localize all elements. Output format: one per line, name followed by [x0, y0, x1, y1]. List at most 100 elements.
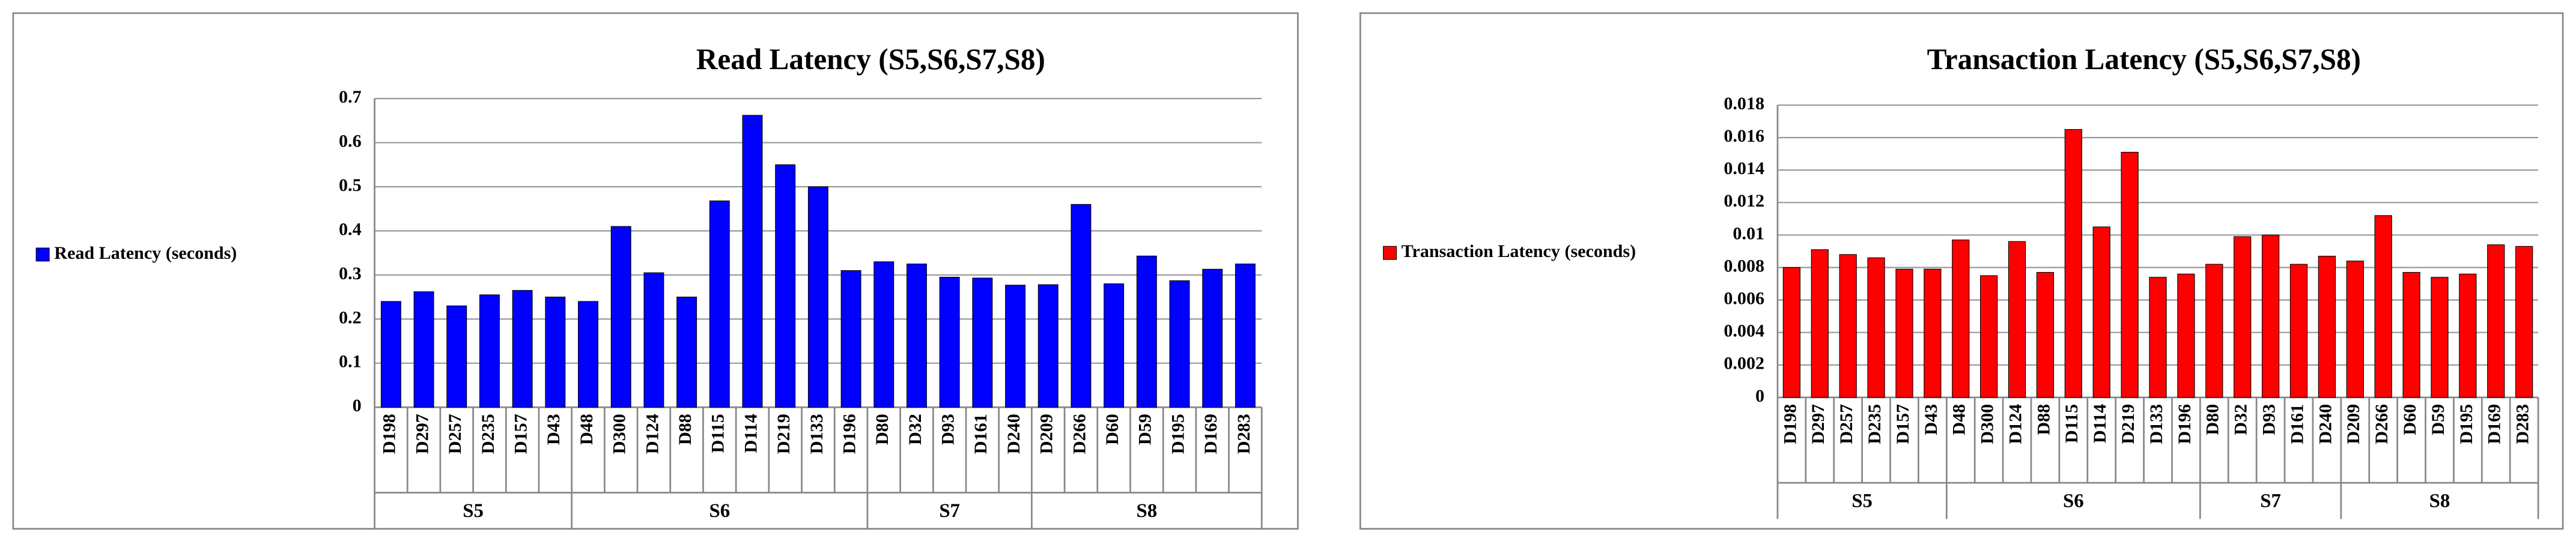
x-tick-label: D32 — [2231, 404, 2251, 435]
bar — [1839, 254, 1857, 398]
bar — [2036, 272, 2055, 398]
x-tick-label: D43 — [543, 414, 564, 445]
bar — [2121, 151, 2139, 398]
bar — [2261, 234, 2280, 398]
x-tick-label: D59 — [1135, 414, 1155, 445]
bar — [610, 226, 631, 408]
y-tick-label: 0.7 — [339, 86, 362, 107]
bar — [1071, 204, 1092, 408]
bar — [709, 200, 730, 408]
bar — [1895, 268, 1913, 398]
y-tick-label: 0.018 — [1724, 93, 1764, 113]
x-tick-label: D161 — [2286, 404, 2307, 444]
y-tick-label: 0.012 — [1724, 190, 1764, 211]
bar — [1867, 257, 1885, 398]
group-label: S6 — [2063, 490, 2084, 512]
x-tick-label: D235 — [1864, 404, 1885, 444]
bar — [1104, 283, 1125, 408]
bar — [2346, 261, 2364, 398]
y-tick-label: 0.006 — [1724, 288, 1764, 309]
bar — [2149, 277, 2167, 398]
y-tick-label: 0.3 — [339, 263, 362, 283]
x-tick-label: D198 — [1779, 404, 1800, 444]
bar — [972, 277, 993, 408]
group-label: S6 — [709, 500, 730, 522]
y-tick-label: 0.004 — [1724, 321, 1764, 341]
y-tick-label: 0.2 — [339, 307, 362, 327]
x-tick-label: D209 — [2343, 404, 2363, 444]
x-tick-label: D60 — [1102, 414, 1122, 445]
bar — [2374, 215, 2392, 398]
legend-label: Read Latency (seconds) — [54, 243, 237, 263]
bar — [2289, 264, 2308, 398]
bar — [643, 272, 664, 408]
bar — [2177, 273, 2195, 398]
bar — [2234, 236, 2252, 398]
y-tick-label: 0 — [1755, 385, 1764, 406]
x-tick-label: D257 — [1836, 404, 1856, 444]
x-tick-label: D266 — [2371, 404, 2392, 444]
group-label: S5 — [463, 500, 484, 522]
bar — [2205, 264, 2223, 398]
y-tick-label: 0.01 — [1733, 223, 1764, 243]
x-tick-label: D161 — [970, 414, 991, 454]
bar — [512, 290, 533, 408]
bar — [1811, 249, 1829, 398]
bar — [1037, 284, 1059, 408]
bar — [1202, 268, 1223, 408]
y-tick-label: 0.002 — [1724, 353, 1764, 373]
x-tick-label: D133 — [2146, 404, 2166, 444]
bar — [2431, 277, 2449, 398]
x-tick-label: D235 — [478, 414, 498, 454]
chart-title: Transaction Latency (S5,S6,S7,S8) — [1927, 43, 2361, 76]
x-tick-label: D195 — [1167, 414, 1188, 454]
x-tick-label: D48 — [576, 414, 597, 445]
x-tick-label: D32 — [905, 414, 925, 445]
y-tick-label: 0.008 — [1724, 255, 1764, 276]
bar — [1782, 267, 1801, 398]
x-tick-label: D257 — [445, 414, 465, 454]
x-tick-label: D300 — [1977, 404, 1997, 444]
x-tick-label: D169 — [1200, 414, 1221, 454]
bar — [807, 186, 828, 408]
legend-swatch — [1383, 246, 1397, 260]
bar — [479, 294, 500, 408]
bar — [1924, 268, 1942, 398]
chart-title: Read Latency (S5,S6,S7,S8) — [696, 43, 1045, 76]
bar — [380, 301, 401, 408]
x-tick-label: D133 — [806, 414, 827, 454]
y-tick-label: 0.5 — [339, 175, 362, 195]
x-tick-label: D283 — [2512, 404, 2533, 444]
bar — [1235, 264, 1256, 408]
x-tick-label: D43 — [1921, 404, 1941, 435]
bar — [907, 264, 927, 408]
x-tick-label: D115 — [708, 414, 728, 453]
x-tick-label: D60 — [2399, 404, 2420, 435]
x-tick-label: D88 — [2033, 404, 2053, 435]
x-tick-label: D266 — [1069, 414, 1089, 454]
bar — [775, 164, 796, 408]
y-tick-label: 0.6 — [339, 130, 362, 151]
x-tick-label: D196 — [839, 414, 859, 454]
bar — [840, 270, 861, 408]
x-tick-label: D124 — [2005, 404, 2025, 444]
group-label: S8 — [2429, 490, 2450, 512]
x-tick-label: D219 — [773, 414, 794, 454]
x-tick-label: D115 — [2061, 404, 2082, 443]
bar — [1980, 275, 1998, 398]
x-tick-label: D93 — [938, 414, 958, 445]
x-tick-label: D283 — [1233, 414, 1254, 454]
bar — [873, 261, 895, 408]
legend-swatch — [35, 247, 50, 262]
y-tick-label: 0.014 — [1724, 158, 1764, 178]
bar — [2064, 129, 2082, 398]
bar — [676, 297, 697, 408]
x-tick-label: D88 — [675, 414, 695, 445]
x-tick-label: D80 — [2202, 404, 2223, 435]
x-tick-label: D93 — [2259, 404, 2279, 435]
x-tick-label: D209 — [1036, 414, 1057, 454]
y-tick-label: 0.1 — [339, 351, 362, 372]
bar — [2008, 241, 2026, 398]
x-tick-label: D300 — [609, 414, 630, 454]
x-tick-label: D169 — [2484, 404, 2505, 444]
